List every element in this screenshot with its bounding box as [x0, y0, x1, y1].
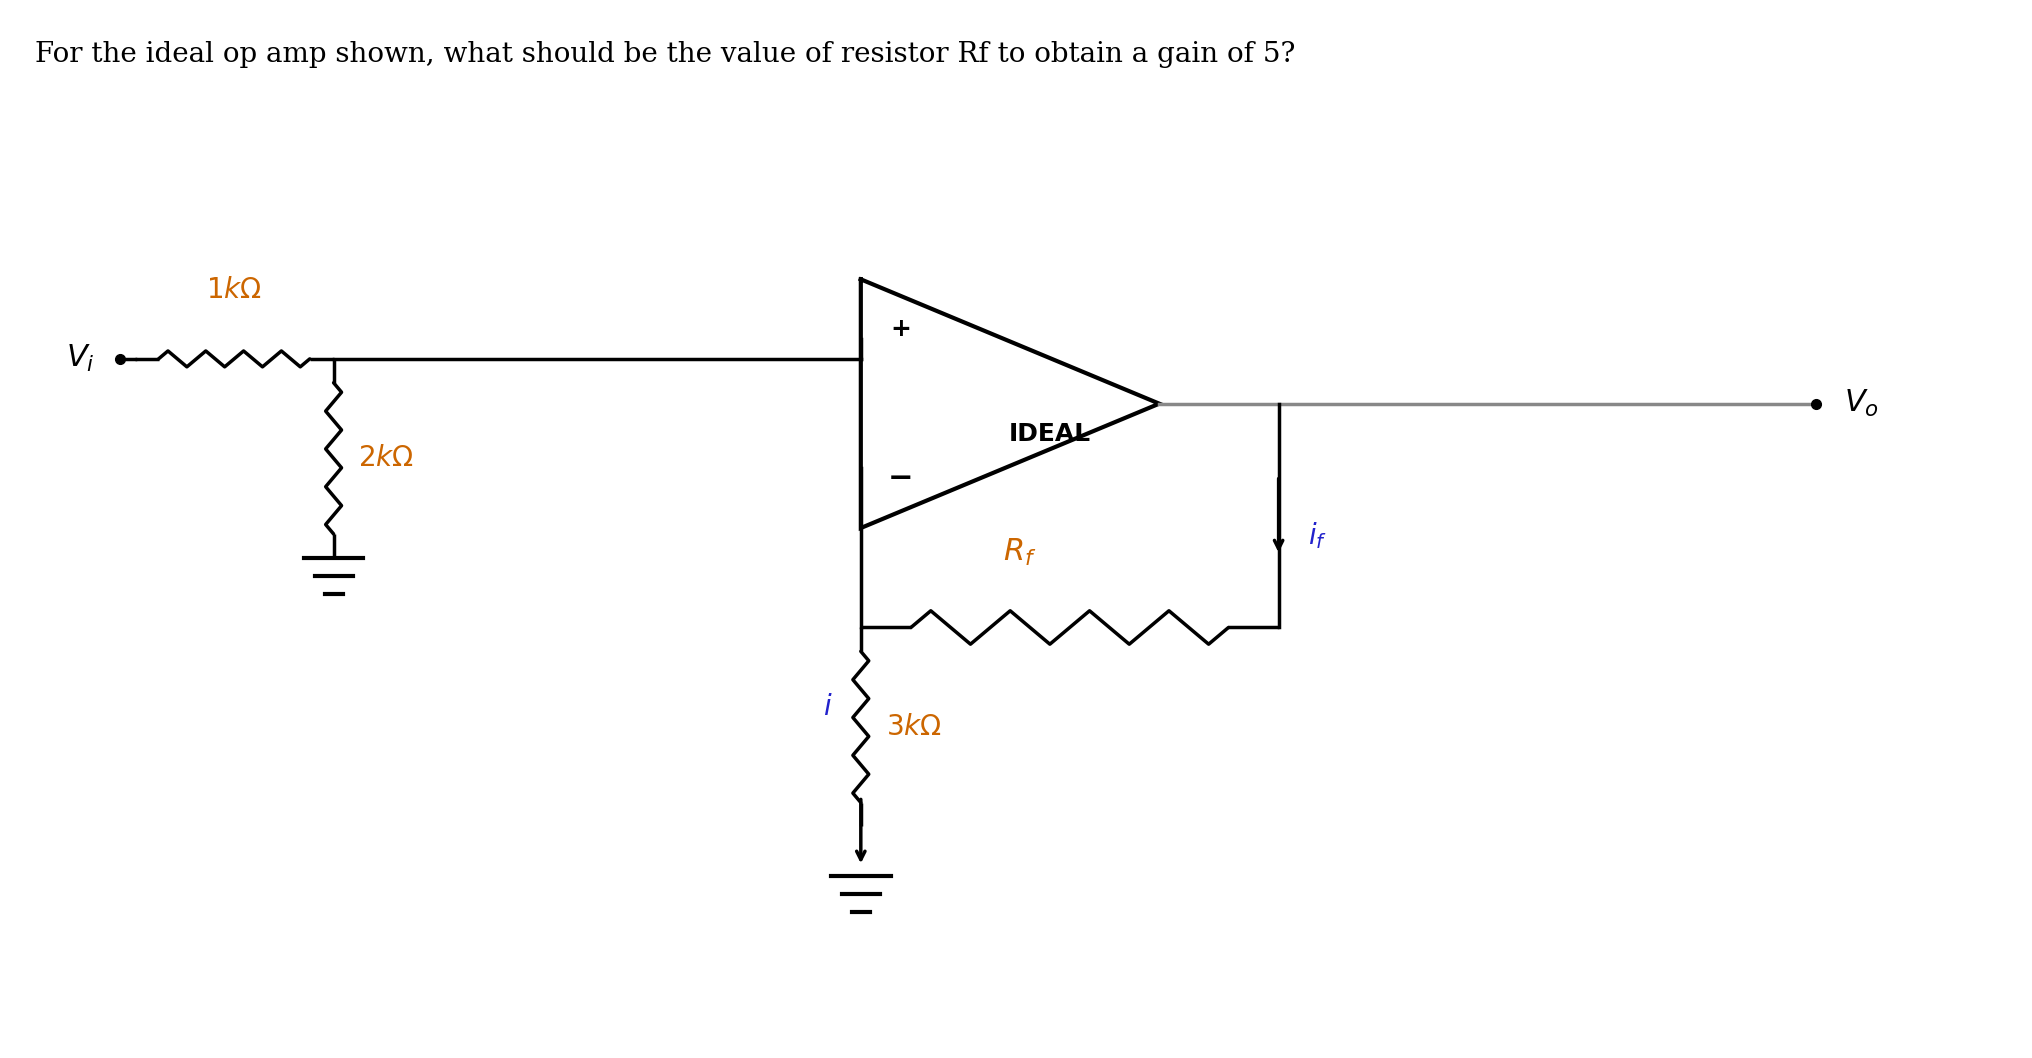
Text: $V_o$: $V_o$	[1843, 388, 1880, 419]
Text: $R_f$: $R_f$	[1004, 536, 1036, 568]
Text: +: +	[890, 317, 910, 341]
Text: For the ideal op amp shown, what should be the value of resistor Rf to obtain a : For the ideal op amp shown, what should …	[35, 40, 1296, 68]
Text: $V_i$: $V_i$	[67, 344, 96, 375]
Text: IDEAL: IDEAL	[1008, 421, 1091, 445]
Text: −: −	[888, 463, 912, 493]
Text: $1k\Omega$: $1k\Omega$	[205, 276, 262, 305]
Text: $2k\Omega$: $2k\Omega$	[358, 444, 415, 472]
Text: i: i	[823, 693, 831, 722]
Text: $i_f$: $i_f$	[1309, 521, 1327, 551]
Text: $3k\Omega$: $3k\Omega$	[886, 713, 941, 741]
